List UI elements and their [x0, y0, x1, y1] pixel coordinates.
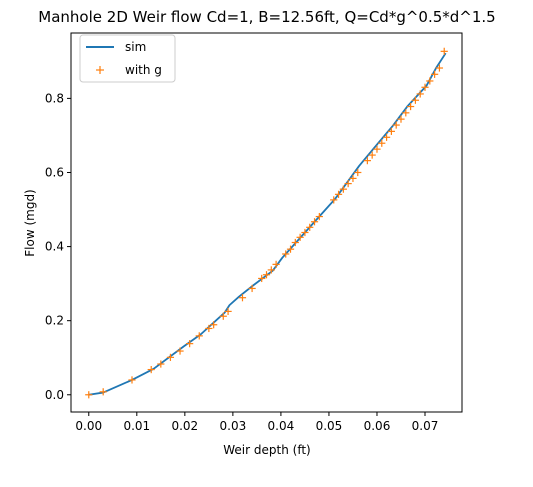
series-with-g-marker: [176, 347, 184, 355]
series-with-g-marker: [416, 90, 424, 98]
series-with-g-marker: [238, 294, 247, 302]
x-tick-label: 0.06: [364, 419, 391, 433]
series-with-g-marker: [210, 321, 218, 329]
x-tick-label: 0.07: [412, 419, 439, 433]
y-tick-label: 0.6: [45, 165, 64, 179]
legend-sim-label: sim: [125, 40, 146, 54]
series-with-g-marker: [258, 274, 266, 283]
series-with-g-marker: [262, 271, 271, 279]
plot-area: [71, 33, 462, 412]
series-with-g-marker: [286, 245, 295, 253]
series-with-g-marker: [344, 179, 352, 188]
y-axis-label: Flow (mgd): [23, 189, 37, 257]
x-axis-label: Weir depth (ft): [223, 443, 310, 457]
series-with-g-marker: [349, 174, 357, 183]
x-tick-label: 0.02: [171, 419, 198, 433]
series-with-g-marker: [166, 353, 175, 361]
series-with-g-marker: [334, 190, 343, 198]
chart-title: Manhole 2D Weir flow Cd=1, B=12.56ft, Q=…: [38, 8, 495, 26]
series-with-g-marker: [411, 96, 420, 104]
series-with-g-marker: [421, 83, 429, 91]
series-with-g-marker: [431, 70, 439, 78]
series-with-g-marker: [382, 133, 391, 141]
series-with-g-marker: [426, 77, 434, 85]
series-with-g-marker: [407, 102, 415, 111]
series-with-g-marker: [219, 312, 227, 320]
series-with-g-marker: [378, 139, 386, 147]
series-with-g-marker: [128, 376, 136, 384]
series-with-g-marker: [205, 324, 213, 333]
plot-frame: [70, 32, 463, 413]
x-tick-label: 0.01: [123, 419, 150, 433]
series-with-g-marker: [373, 145, 381, 153]
series-with-g-marker: [267, 266, 275, 274]
series-with-g-marker: [147, 365, 155, 374]
series-with-g-marker: [306, 223, 314, 231]
series-with-g-marker: [195, 332, 203, 340]
x-tick-label: 0.05: [316, 419, 343, 433]
series-with-g-marker: [224, 307, 232, 316]
series-with-g-marker: [440, 47, 448, 55]
legend-with-g-swatch: [96, 66, 104, 74]
series-with-g-marker: [272, 260, 280, 268]
legend-with-g-label: with g: [125, 63, 162, 77]
series-with-g-marker: [85, 391, 93, 399]
series-with-g-marker: [435, 64, 444, 72]
series-with-g-marker: [392, 121, 400, 129]
y-tick-label: 0.8: [45, 91, 64, 105]
series-layer: [85, 47, 448, 399]
series-with-g-marker: [157, 360, 165, 368]
series-with-g-marker: [282, 250, 290, 258]
axis-layer: 0.00 0.01 0.02 0.03 0.04 0.05 0.06 0.07 0.0 0.2 0.…: [45, 91, 438, 433]
series-with-g-marker: [301, 228, 309, 237]
series-with-g-marker: [339, 185, 347, 193]
series-with-g-marker: [402, 109, 410, 117]
series-with-g-marker: [387, 127, 395, 135]
series-with-g-marker: [330, 196, 338, 204]
series-with-g-marker: [363, 157, 371, 165]
x-tick-label: 0.03: [220, 419, 247, 433]
x-tick-label: 0.00: [75, 419, 102, 433]
x-tick-label: 0.04: [268, 419, 295, 433]
series-with-g-marker: [186, 340, 194, 348]
y-tick-label: 0.4: [45, 240, 64, 254]
series-with-g-marker: [397, 115, 405, 123]
series-with-g-marker: [368, 151, 376, 159]
legend: sim with g: [79, 34, 176, 83]
series-with-g-marker: [310, 218, 319, 226]
y-tick-label: 0.0: [45, 388, 64, 402]
series-with-g-marker: [296, 233, 304, 241]
series-with-g-marker: [315, 212, 323, 221]
series-with-g-marker: [354, 168, 362, 177]
series-with-g-marker: [291, 238, 299, 247]
series-with-g-marker: [248, 284, 256, 293]
series-with-g-marker: [99, 388, 107, 396]
y-tick-label: 0.2: [45, 314, 64, 328]
